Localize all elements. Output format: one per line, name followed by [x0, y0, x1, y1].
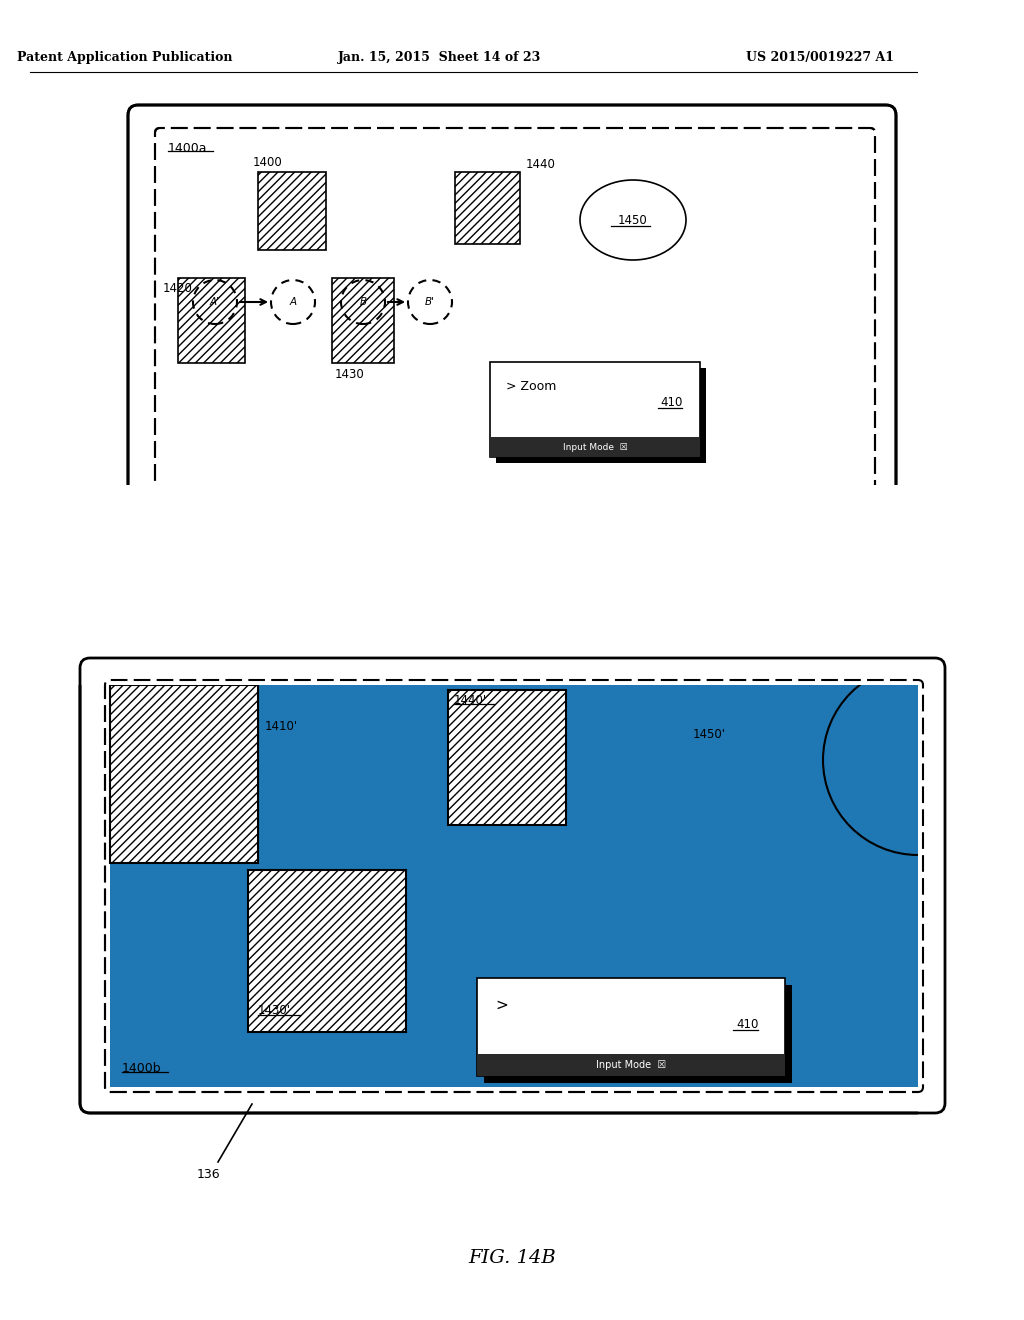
Bar — [477, 978, 785, 1076]
FancyBboxPatch shape — [80, 657, 945, 1113]
Bar — [0, 484, 1024, 685]
Bar — [110, 685, 918, 1086]
Bar — [332, 279, 394, 363]
Text: 136: 136 — [216, 565, 240, 578]
Text: 410: 410 — [737, 1019, 759, 1031]
Text: > Zoom: > Zoom — [506, 380, 556, 393]
Text: 1450: 1450 — [618, 214, 648, 227]
Bar — [110, 685, 258, 863]
Text: 1440: 1440 — [526, 157, 556, 170]
Text: 1440': 1440' — [454, 693, 487, 706]
Bar — [258, 172, 326, 249]
Text: A: A — [290, 297, 297, 308]
Text: B': B' — [425, 297, 435, 308]
Text: 410: 410 — [660, 396, 683, 409]
Bar — [496, 368, 706, 463]
Bar — [490, 362, 700, 457]
Text: US 2015/0019227 A1: US 2015/0019227 A1 — [746, 51, 894, 65]
Text: 1430: 1430 — [335, 368, 365, 381]
Text: Input Mode  ☒: Input Mode ☒ — [562, 442, 628, 451]
Text: A': A' — [210, 297, 220, 308]
Bar — [449, 690, 566, 825]
Bar — [248, 870, 406, 1032]
Text: 1450': 1450' — [693, 729, 726, 742]
Text: 1410': 1410' — [265, 719, 298, 733]
FancyBboxPatch shape — [105, 680, 923, 1092]
Bar — [178, 279, 245, 363]
Ellipse shape — [580, 180, 686, 260]
Text: FIG. 14B: FIG. 14B — [468, 1249, 556, 1267]
Text: 1430': 1430' — [258, 1003, 291, 1016]
Text: Jan. 15, 2015  Sheet 14 of 23: Jan. 15, 2015 Sheet 14 of 23 — [338, 51, 542, 65]
Text: Input Mode  ☒: Input Mode ☒ — [596, 1060, 666, 1071]
Bar — [477, 1053, 785, 1076]
Text: 1400b: 1400b — [122, 1061, 162, 1074]
Bar — [918, 0, 1024, 1320]
Text: B: B — [359, 297, 367, 308]
Bar — [484, 985, 792, 1082]
FancyBboxPatch shape — [155, 128, 874, 494]
FancyBboxPatch shape — [128, 106, 896, 513]
Text: >: > — [495, 998, 508, 1012]
Bar — [455, 172, 520, 244]
Text: 1400: 1400 — [253, 156, 283, 169]
Text: FIG. 14A: FIG. 14A — [468, 589, 556, 607]
Text: 1400a: 1400a — [168, 141, 208, 154]
Text: 136: 136 — [197, 1167, 220, 1180]
Bar — [490, 437, 700, 457]
Text: Patent Application Publication: Patent Application Publication — [17, 51, 232, 65]
Text: 1420: 1420 — [163, 281, 193, 294]
